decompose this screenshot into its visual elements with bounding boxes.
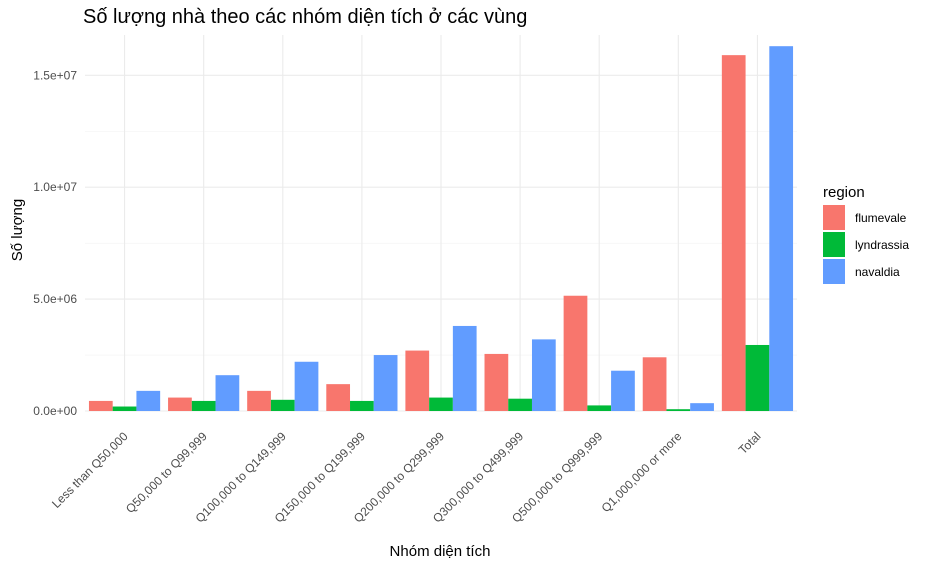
bar-flumevale	[88, 400, 113, 411]
y-axis-ticks: 0.0e+00 5.0e+06 1.0e+07 1.5e+07	[33, 68, 77, 418]
x-tick-label: Q150,000 to Q199,999	[272, 429, 368, 525]
bar-lyndrassia	[191, 400, 216, 411]
x-tick-label: Q200,000 to Q299,999	[351, 429, 447, 525]
bar-lyndrassia	[587, 405, 612, 411]
bar-navaldia	[215, 375, 240, 411]
x-tick-label: Q100,000 to Q149,999	[193, 429, 289, 525]
legend-swatch-lyndrassia	[823, 232, 845, 257]
x-tick-label: Q300,000 to Q499,999	[430, 429, 526, 525]
bar-navaldia	[136, 390, 161, 411]
x-tick-label: Less than Q50,000	[49, 429, 131, 511]
legend-label-lyndrassia: lyndrassia	[855, 238, 909, 252]
bar-navaldia	[452, 325, 477, 411]
bar-lyndrassia	[508, 398, 532, 411]
bar-lyndrassia	[745, 344, 770, 411]
x-tick-label: Q500,000 to Q999,999	[509, 429, 605, 525]
bar-navaldia	[531, 339, 556, 411]
bar-lyndrassia	[429, 397, 453, 411]
bars	[88, 46, 794, 412]
y-tick-label: 0.0e+00	[33, 404, 77, 418]
bar-lyndrassia	[666, 409, 691, 411]
bar-lyndrassia	[350, 400, 374, 411]
legend-swatch-navaldia	[823, 259, 845, 284]
bar-navaldia	[690, 403, 714, 411]
bar-navaldia	[373, 355, 398, 411]
legend-title: region	[823, 184, 865, 201]
legend-swatch-flumevale	[823, 205, 845, 230]
x-tick-label: Q1,000,000 or more	[599, 429, 685, 515]
y-axis-title: Số lượng	[9, 199, 26, 261]
bar-flumevale	[247, 390, 271, 411]
bar-navaldia	[611, 370, 635, 411]
y-tick-label: 5.0e+06	[33, 292, 77, 306]
bar-flumevale	[484, 353, 509, 411]
y-tick-label: 1.0e+07	[33, 180, 77, 194]
legend-label-flumevale: flumevale	[855, 211, 907, 225]
legend-label-navaldia: navaldia	[855, 265, 900, 279]
bar-navaldia	[294, 361, 319, 411]
bar-lyndrassia	[270, 399, 295, 411]
x-tick-label: Total	[736, 429, 764, 457]
bar-flumevale	[405, 350, 430, 411]
bar-flumevale	[168, 397, 192, 411]
chart-title: Số lượng nhà theo các nhóm diện tích ở c…	[83, 6, 528, 28]
bar-navaldia	[769, 46, 794, 411]
bar-lyndrassia	[112, 406, 137, 411]
legend: region flumevale lyndrassia navaldia	[823, 184, 909, 284]
x-axis-title: Nhóm diện tích	[390, 543, 491, 560]
bar-flumevale	[326, 384, 351, 411]
bar-flumevale	[642, 357, 667, 411]
bar-flumevale	[721, 55, 746, 412]
bar-flumevale	[563, 295, 588, 411]
y-tick-label: 1.5e+07	[33, 68, 77, 82]
x-tick-label: Q50,000 to Q99,999	[123, 429, 210, 516]
grid-lines	[85, 35, 797, 412]
